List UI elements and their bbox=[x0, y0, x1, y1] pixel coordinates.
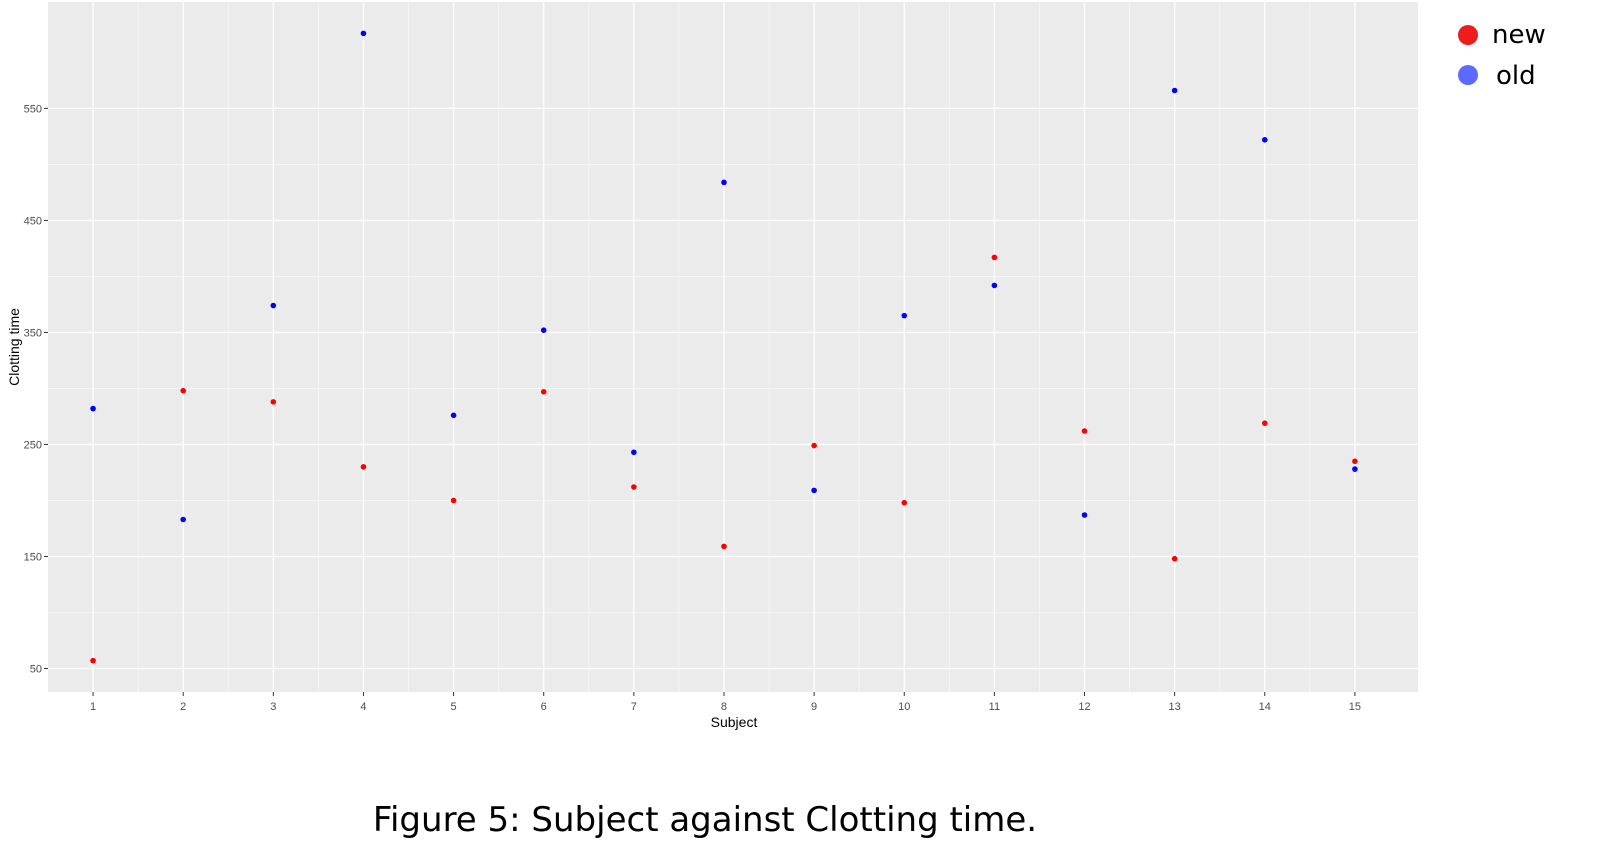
y-tick-label: 350 bbox=[24, 327, 42, 339]
data-point-old bbox=[811, 487, 817, 494]
x-axis-ticks: 1 2 3 4 5 6 7 8 9 10 11 12 13 14 15 bbox=[90, 692, 1361, 713]
grid-major bbox=[48, 2, 1418, 692]
data-point-old bbox=[1171, 87, 1178, 94]
data-point-old bbox=[901, 312, 908, 319]
y-tick-label: 250 bbox=[24, 439, 42, 451]
x-tick-label: 1 bbox=[90, 701, 96, 713]
data-point-old bbox=[991, 282, 998, 289]
plot-panel bbox=[48, 2, 1418, 692]
data-point-old bbox=[1261, 136, 1268, 143]
x-tick-label: 15 bbox=[1349, 701, 1361, 713]
x-axis-title: Subject bbox=[711, 714, 758, 730]
data-point-new bbox=[1261, 420, 1268, 426]
data-point-new bbox=[721, 543, 727, 550]
y-tick-label: 150 bbox=[24, 551, 42, 563]
data-point-new bbox=[270, 399, 277, 405]
y-tick-label: 450 bbox=[24, 215, 42, 227]
data-point-new bbox=[90, 657, 96, 664]
data-point-old bbox=[721, 179, 727, 186]
data-point-new bbox=[1171, 555, 1178, 562]
x-tick-label: 5 bbox=[451, 701, 457, 713]
data-point-old bbox=[1081, 512, 1088, 518]
x-tick-label: 10 bbox=[898, 701, 910, 713]
x-tick-label: 12 bbox=[1078, 701, 1090, 713]
x-tick-label: 4 bbox=[360, 701, 366, 713]
data-point-new bbox=[180, 387, 186, 394]
y-tick-label: 50 bbox=[30, 663, 42, 675]
data-point-new bbox=[1352, 458, 1358, 465]
x-tick-label: 2 bbox=[180, 701, 186, 713]
data-point-old bbox=[270, 302, 277, 309]
data-points bbox=[90, 30, 1358, 664]
x-tick-label: 6 bbox=[541, 701, 547, 713]
data-point-new bbox=[450, 497, 457, 504]
data-point-new bbox=[1081, 428, 1088, 434]
x-tick-label: 9 bbox=[811, 701, 817, 713]
data-point-new bbox=[540, 389, 547, 395]
data-point-old bbox=[90, 405, 96, 412]
x-tick-label: 8 bbox=[721, 701, 727, 713]
grid-minor bbox=[48, 2, 1418, 692]
x-tick-label: 11 bbox=[989, 701, 1000, 713]
x-tick-label: 7 bbox=[631, 701, 637, 713]
data-point-new bbox=[901, 499, 908, 506]
y-axis-ticks: 50 150 250 350 450 550 bbox=[24, 103, 48, 675]
data-point-old bbox=[360, 30, 367, 37]
data-point-old bbox=[1352, 466, 1358, 472]
y-axis-title: Clotting time bbox=[6, 308, 22, 386]
legend-label-old: old bbox=[1496, 61, 1536, 91]
data-point-new bbox=[360, 464, 367, 470]
legend-swatch-old bbox=[1458, 65, 1478, 85]
legend: new old bbox=[1458, 20, 1546, 91]
y-tick-label: 550 bbox=[24, 103, 42, 115]
legend-label-new: new bbox=[1492, 20, 1546, 50]
data-point-old bbox=[631, 449, 637, 456]
data-point-old bbox=[450, 412, 457, 419]
x-tick-label: 14 bbox=[1259, 701, 1271, 713]
x-tick-label: 3 bbox=[270, 701, 276, 713]
figure-caption: Figure 5: Subject against Clotting time. bbox=[372, 800, 1038, 840]
data-point-old bbox=[180, 516, 186, 523]
x-tick-label: 13 bbox=[1169, 701, 1181, 713]
data-point-old bbox=[540, 327, 547, 333]
data-point-new bbox=[991, 254, 998, 261]
legend-swatch-new bbox=[1458, 25, 1478, 45]
data-point-new bbox=[811, 442, 817, 449]
data-point-new bbox=[631, 484, 637, 490]
